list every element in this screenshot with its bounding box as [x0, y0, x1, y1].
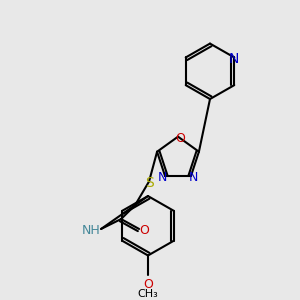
Text: N: N	[189, 171, 199, 184]
Text: N: N	[158, 171, 167, 184]
Text: O: O	[175, 132, 185, 145]
Text: CH₃: CH₃	[138, 289, 158, 299]
Text: NH: NH	[82, 224, 100, 237]
Text: S: S	[145, 176, 154, 190]
Text: O: O	[143, 278, 153, 291]
Text: N: N	[229, 52, 239, 66]
Text: O: O	[139, 224, 149, 237]
